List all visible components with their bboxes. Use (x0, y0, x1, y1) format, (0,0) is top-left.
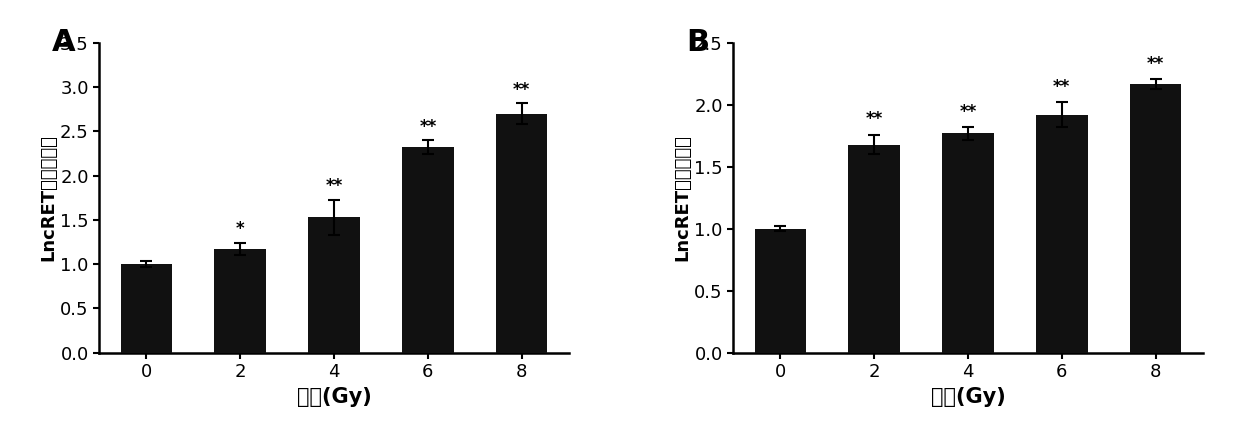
Y-axis label: LncRET相对表达量: LncRET相对表达量 (40, 134, 57, 261)
X-axis label: 剂量(Gy): 剂量(Gy) (930, 387, 1006, 407)
Bar (309, 217, 360, 353)
X-axis label: 剂量(Gy): 剂量(Gy) (296, 387, 372, 407)
Bar (402, 147, 454, 353)
Text: **: ** (1053, 78, 1070, 96)
Bar (754, 229, 806, 353)
Bar (496, 114, 548, 353)
Text: **: ** (1147, 55, 1164, 73)
Text: **: ** (513, 81, 531, 99)
Text: *: * (236, 221, 244, 239)
Bar (848, 144, 900, 353)
Bar (120, 264, 172, 353)
Bar (215, 249, 267, 353)
Text: **: ** (325, 177, 342, 195)
Bar (1130, 84, 1182, 353)
Text: B: B (686, 28, 709, 56)
Text: **: ** (419, 118, 436, 136)
Bar (942, 133, 993, 353)
Text: **: ** (960, 103, 977, 121)
Text: **: ** (866, 111, 883, 129)
Text: A: A (52, 28, 76, 56)
Y-axis label: LncRET相对表达量: LncRET相对表达量 (673, 134, 691, 261)
Bar (1035, 115, 1087, 353)
